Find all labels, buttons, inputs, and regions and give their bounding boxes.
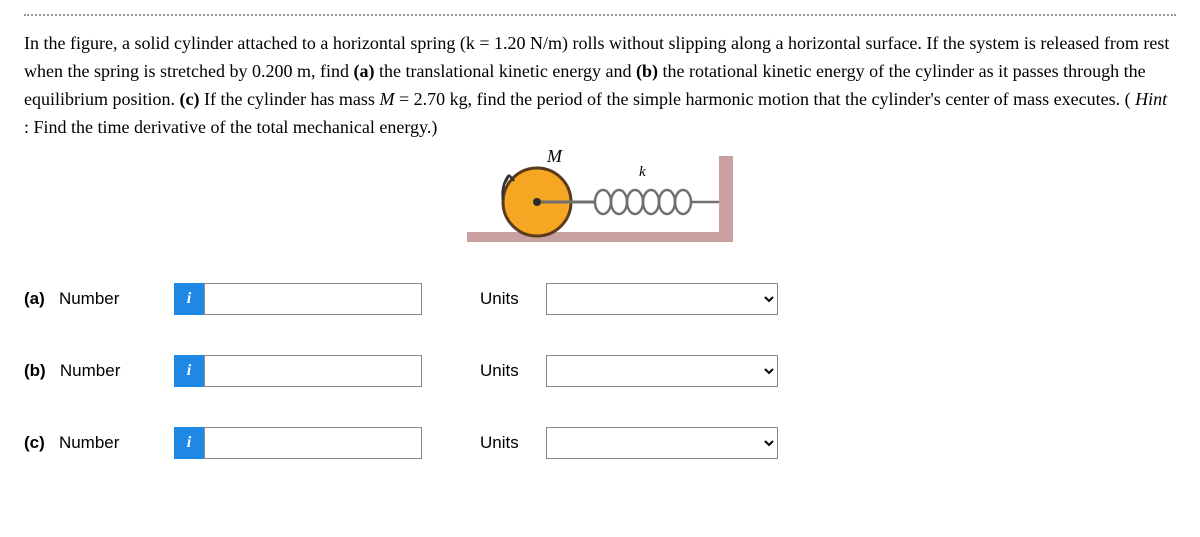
part-c-text: If the cylinder has mass (204, 89, 379, 109)
hint-label: Hint (1135, 89, 1167, 109)
units-select-a[interactable] (546, 283, 778, 315)
row-c-part: (c) (24, 433, 45, 452)
answer-row-a: (a) Number i Units (24, 283, 1176, 315)
part-c-label: (c) (180, 89, 200, 109)
svg-text:k: k (639, 164, 646, 180)
row-b-number-word: Number (60, 361, 120, 380)
part-a-text: the translational kinetic energy and (379, 61, 636, 81)
row-b-part: (b) (24, 361, 46, 380)
number-input-b[interactable] (204, 355, 422, 387)
row-b-label: (b) Number (24, 361, 174, 381)
units-select-b[interactable] (546, 355, 778, 387)
page-divider (24, 14, 1176, 16)
answer-row-c: (c) Number i Units (24, 427, 1176, 459)
number-input-c[interactable] (204, 427, 422, 459)
row-a-label: (a) Number (24, 289, 174, 309)
row-a-part: (a) (24, 289, 45, 308)
row-c-number-word: Number (59, 433, 119, 452)
units-select-c[interactable] (546, 427, 778, 459)
physics-figure: M k (24, 150, 1176, 255)
mass-variable: M (379, 89, 394, 109)
part-b-label: (b) (636, 61, 658, 81)
units-label-a: Units (480, 289, 528, 309)
cylinder-spring-diagram: M k (463, 150, 737, 250)
answer-row-b: (b) Number i Units (24, 355, 1176, 387)
info-button-b[interactable]: i (174, 355, 204, 387)
svg-text:M: M (546, 150, 563, 166)
number-input-a[interactable] (204, 283, 422, 315)
hint-text: : Find the time derivative of the total … (24, 117, 437, 137)
mass-text: = 2.70 kg, find the period of the simple… (399, 89, 1131, 109)
units-label-b: Units (480, 361, 528, 381)
part-a-label: (a) (353, 61, 374, 81)
info-button-c[interactable]: i (174, 427, 204, 459)
row-c-label: (c) Number (24, 433, 174, 453)
question-text: In the figure, a solid cylinder attached… (24, 30, 1176, 142)
info-button-a[interactable]: i (174, 283, 204, 315)
row-a-number-word: Number (59, 289, 119, 308)
units-label-c: Units (480, 433, 528, 453)
answer-rows: (a) Number i Units (b) Number i Units (c… (24, 283, 1176, 459)
